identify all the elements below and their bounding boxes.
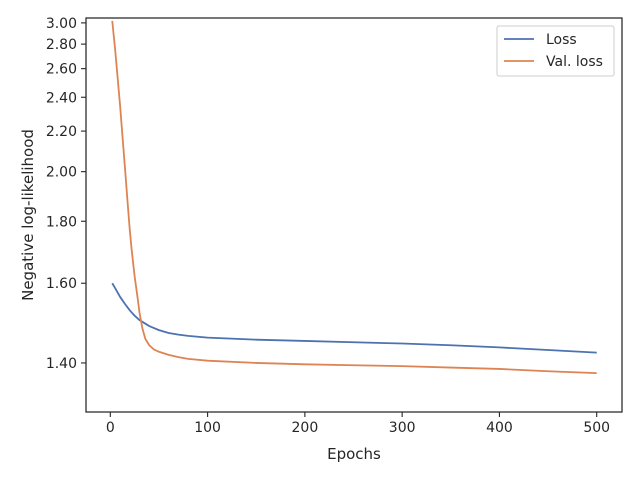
plot-frame	[85, 17, 623, 413]
y-tick-label: 2.80	[46, 37, 77, 53]
legend: Loss Val. loss	[496, 25, 615, 77]
series-layer	[111, 20, 597, 375]
y-axis-label: Negative log-likelihood	[19, 129, 37, 301]
y-tick-label: 2.00	[46, 165, 77, 181]
x-tick-label: 0	[106, 420, 115, 436]
x-tick-label: 400	[486, 420, 513, 436]
x-axis-label: Epochs	[327, 445, 381, 463]
x-tick-label: 500	[583, 420, 610, 436]
y-tick-label: 2.60	[46, 62, 77, 78]
y-tick-label: 2.20	[46, 124, 77, 140]
ticks-layer: 0 100 200 300 400 500 1.40 1.60 1.80 2.00 2.20 2.40…	[46, 16, 610, 436]
legend-label-val-loss: Val. loss	[546, 54, 603, 70]
y-tick-label: 3.00	[46, 16, 77, 32]
legend-label-loss: Loss	[546, 32, 577, 48]
series-line-loss	[111, 282, 597, 354]
y-tick-label: 1.60	[46, 276, 77, 292]
x-tick-label: 200	[292, 420, 319, 436]
x-tick-label: 100	[194, 420, 221, 436]
y-tick-label: 1.40	[46, 356, 77, 372]
y-tick-label: 1.80	[46, 214, 77, 230]
series-line-val-loss	[111, 20, 597, 375]
x-tick-label: 300	[389, 420, 416, 436]
y-tick-label: 2.40	[46, 90, 77, 106]
